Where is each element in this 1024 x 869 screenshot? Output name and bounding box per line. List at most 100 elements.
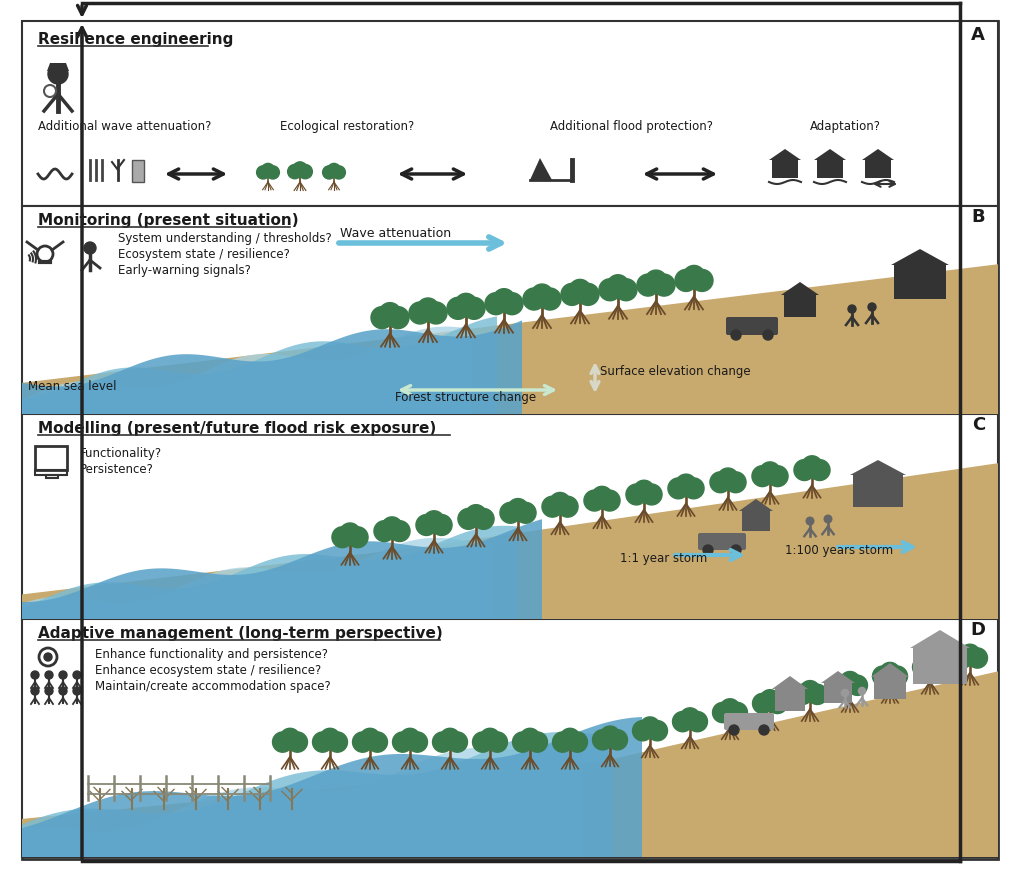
Bar — [784, 295, 816, 318]
Circle shape — [458, 509, 479, 530]
Circle shape — [332, 167, 345, 180]
Polygon shape — [22, 717, 642, 857]
Circle shape — [368, 732, 387, 753]
Circle shape — [298, 165, 312, 180]
Bar — [824, 683, 852, 703]
Circle shape — [417, 299, 439, 321]
Circle shape — [389, 521, 410, 542]
Circle shape — [371, 308, 393, 329]
Circle shape — [687, 712, 708, 732]
Circle shape — [463, 298, 485, 320]
Bar — [22, 207, 998, 415]
Circle shape — [560, 728, 581, 749]
Text: Ecological restoration?: Ecological restoration? — [280, 120, 415, 133]
Circle shape — [382, 517, 402, 538]
Circle shape — [425, 302, 447, 325]
Circle shape — [44, 653, 52, 661]
Circle shape — [640, 717, 660, 737]
Circle shape — [431, 515, 452, 536]
Circle shape — [599, 280, 621, 302]
Circle shape — [725, 472, 746, 493]
Text: B: B — [972, 208, 985, 226]
Polygon shape — [22, 732, 612, 857]
Circle shape — [800, 680, 820, 701]
Circle shape — [288, 732, 307, 753]
Polygon shape — [910, 630, 970, 648]
Circle shape — [553, 732, 572, 753]
Text: Additional wave attenuation?: Additional wave attenuation? — [38, 120, 211, 133]
Circle shape — [515, 503, 536, 524]
Text: Adaptive management (long-term perspective): Adaptive management (long-term perspecti… — [38, 626, 442, 640]
Circle shape — [593, 730, 612, 750]
Circle shape — [531, 285, 553, 307]
Circle shape — [676, 474, 696, 495]
Circle shape — [332, 527, 353, 548]
Circle shape — [703, 546, 713, 555]
Text: Resilience engineering: Resilience engineering — [38, 32, 233, 47]
Circle shape — [447, 298, 469, 320]
Circle shape — [288, 165, 302, 180]
Circle shape — [272, 732, 293, 753]
FancyBboxPatch shape — [698, 534, 746, 550]
Circle shape — [968, 648, 987, 668]
Polygon shape — [47, 64, 69, 72]
Text: Enhance functionality and persistence?: Enhance functionality and persistence? — [95, 647, 328, 660]
Circle shape — [928, 657, 947, 678]
Circle shape — [718, 468, 738, 489]
Circle shape — [802, 456, 822, 477]
Circle shape — [501, 294, 523, 315]
Circle shape — [824, 515, 831, 523]
Text: C: C — [972, 415, 985, 434]
Circle shape — [487, 732, 508, 753]
Text: D: D — [970, 620, 985, 638]
Polygon shape — [22, 672, 998, 857]
Circle shape — [807, 685, 827, 705]
Circle shape — [473, 509, 494, 530]
Polygon shape — [781, 282, 819, 295]
Circle shape — [409, 302, 431, 325]
Bar — [132, 161, 144, 182]
Circle shape — [48, 65, 68, 85]
Bar — [894, 266, 946, 300]
Circle shape — [727, 703, 748, 723]
Circle shape — [577, 284, 599, 306]
Bar — [775, 689, 805, 711]
Circle shape — [293, 163, 307, 177]
Circle shape — [31, 671, 39, 680]
Text: Maintain/create accommodation space?: Maintain/create accommodation space? — [95, 680, 331, 693]
Polygon shape — [22, 520, 542, 620]
Circle shape — [653, 275, 675, 296]
Circle shape — [868, 303, 876, 312]
Circle shape — [352, 732, 373, 753]
Circle shape — [634, 481, 654, 501]
Circle shape — [592, 487, 612, 507]
Circle shape — [767, 466, 788, 487]
Circle shape — [760, 690, 780, 710]
Circle shape — [466, 505, 486, 526]
Circle shape — [720, 699, 740, 720]
Text: Adaptation?: Adaptation? — [810, 120, 881, 133]
Circle shape — [550, 493, 570, 514]
Polygon shape — [769, 149, 801, 161]
Bar — [865, 161, 891, 179]
Circle shape — [569, 280, 591, 302]
Circle shape — [392, 732, 413, 753]
Circle shape — [645, 271, 667, 293]
Circle shape — [668, 478, 689, 500]
Circle shape — [959, 645, 980, 665]
Polygon shape — [891, 249, 949, 266]
Circle shape — [759, 725, 769, 735]
Circle shape — [520, 728, 540, 749]
Polygon shape — [22, 317, 497, 415]
Circle shape — [567, 732, 588, 753]
Polygon shape — [22, 265, 998, 415]
Circle shape — [763, 330, 773, 341]
Circle shape — [833, 675, 853, 695]
FancyBboxPatch shape — [724, 713, 774, 730]
Bar — [817, 161, 843, 179]
Bar — [913, 648, 967, 684]
Circle shape — [710, 472, 731, 493]
Circle shape — [872, 667, 893, 687]
Circle shape — [374, 521, 395, 542]
Bar — [742, 512, 770, 531]
